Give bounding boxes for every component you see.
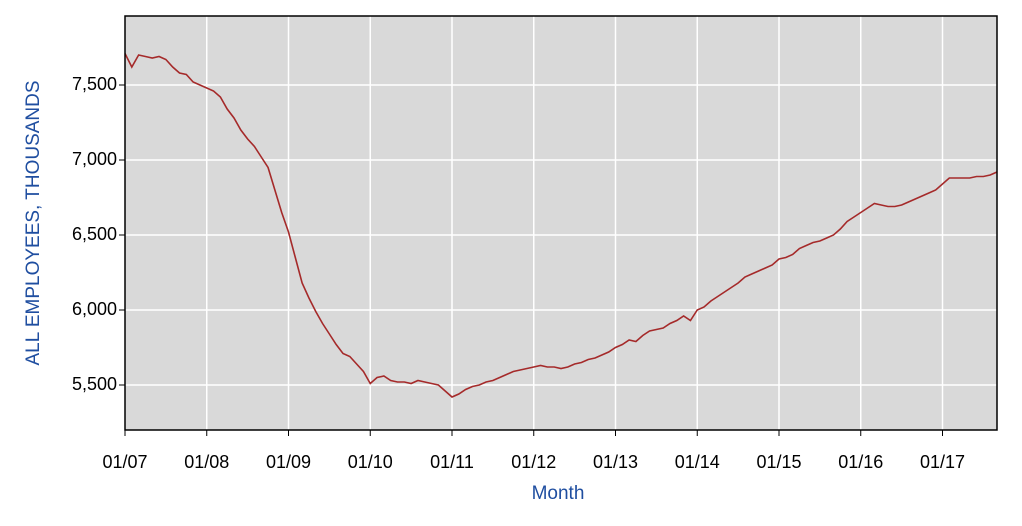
y-axis-title: ALL EMPLOYEES, THOUSANDS (23, 80, 44, 365)
x-tick-label: 01/13 (593, 452, 638, 472)
x-tick-label: 01/14 (675, 452, 720, 472)
y-tick-label: 5,500 (72, 374, 117, 394)
x-tick-label: 01/07 (102, 452, 147, 472)
x-tick-label: 01/15 (756, 452, 801, 472)
y-tick-label: 6,000 (72, 299, 117, 319)
x-tick-label: 01/17 (920, 452, 965, 472)
x-tick-label: 01/11 (430, 452, 474, 472)
y-tick-label: 7,500 (72, 74, 117, 94)
x-tick-label: 01/16 (838, 452, 883, 472)
x-tick-label: 01/08 (184, 452, 229, 472)
x-tick-label: 01/09 (266, 452, 311, 472)
data-line (124, 53, 998, 398)
y-tick-label: 7,000 (72, 149, 117, 169)
x-tick-label: 01/10 (348, 452, 393, 472)
plot-border (124, 15, 998, 431)
x-axis-title: Month (532, 483, 585, 504)
x-tick-label: 01/12 (511, 452, 556, 472)
y-tick-label: 6,500 (72, 224, 117, 244)
